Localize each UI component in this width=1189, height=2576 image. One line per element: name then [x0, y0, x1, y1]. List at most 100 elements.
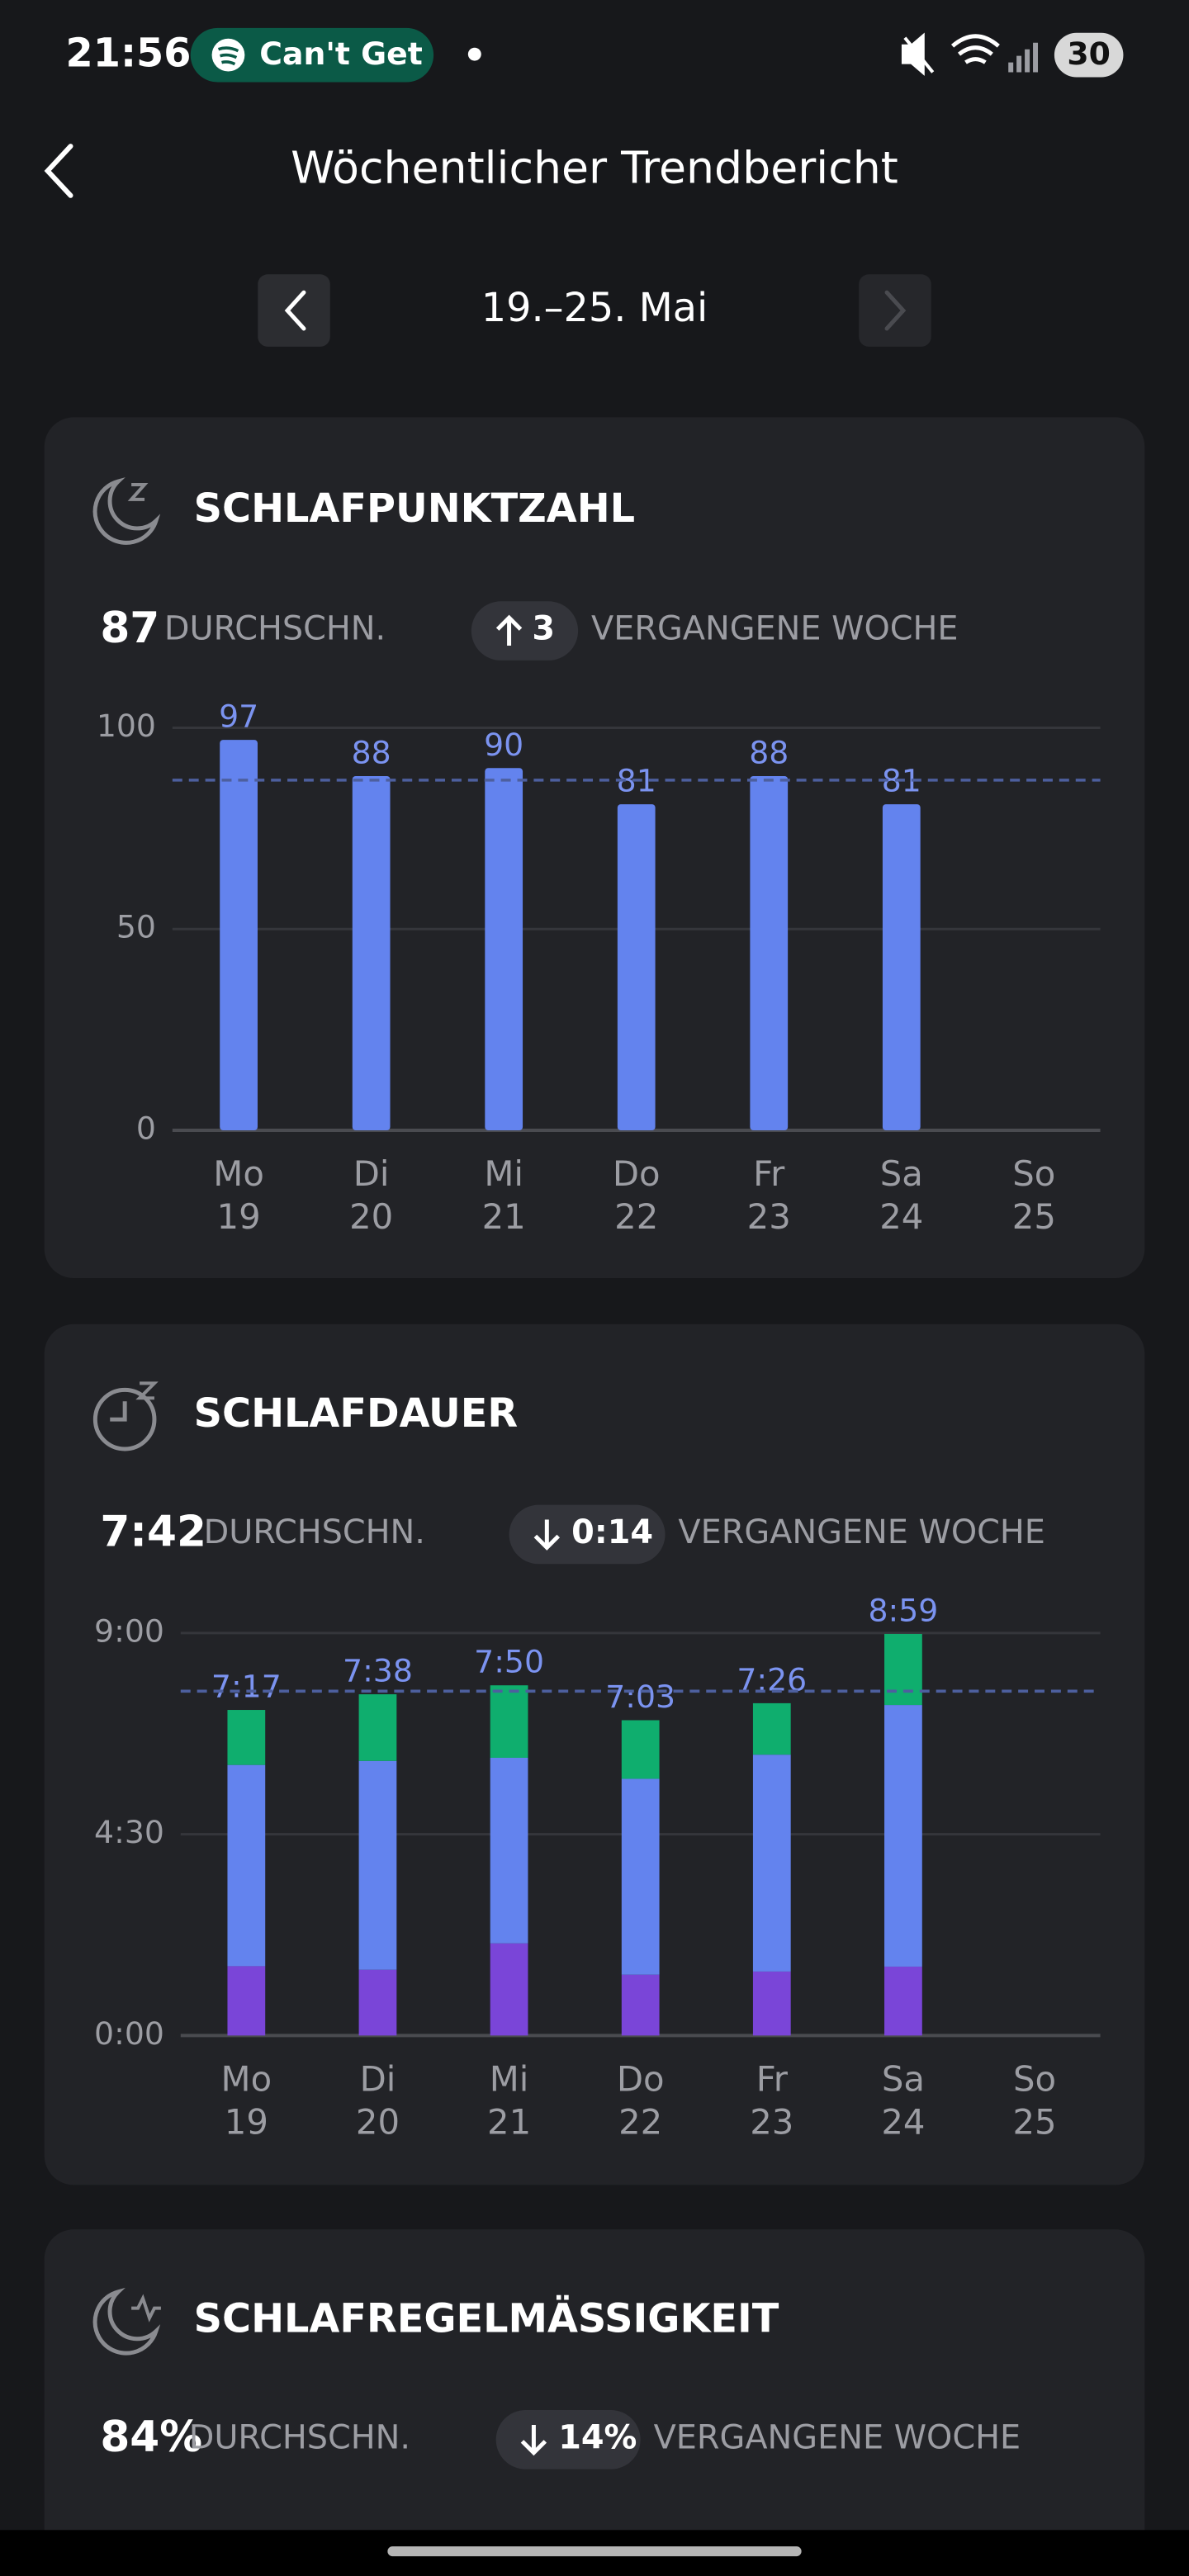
average-value: 7:42 — [100, 1507, 206, 1556]
sleep-score-card — [44, 417, 1145, 1279]
average-caption: DURCHSCHN. — [164, 610, 386, 648]
up-arrow — [495, 614, 523, 646]
next-week-button[interactable] — [859, 274, 931, 347]
bar-segment — [621, 1778, 660, 1975]
data-label: 7:17 — [211, 1668, 282, 1704]
regularity-pulse — [131, 2294, 161, 2323]
regularity-card — [44, 2229, 1145, 2576]
week-label: 19.–25. Mai — [481, 286, 708, 331]
back-button[interactable] — [44, 144, 73, 198]
average-caption: DURCHSCHN. — [189, 2418, 410, 2456]
down-arrow — [533, 1519, 561, 1551]
bar-segment — [227, 1764, 266, 1967]
y-tick-label: 4:30 — [94, 1814, 164, 1850]
change-value: 3 — [532, 610, 555, 648]
bar — [352, 775, 391, 1130]
x-tick-day: 19 — [217, 1196, 261, 1237]
x-tick-label: Mi — [490, 2059, 529, 2100]
data-label: 7:38 — [343, 1653, 413, 1689]
bar — [882, 804, 921, 1130]
card-title: SCHLAFDAUER — [194, 1391, 518, 1437]
x-tick-day: 20 — [349, 1196, 393, 1237]
x-tick-day: 25 — [1012, 2101, 1056, 2142]
bar — [750, 775, 789, 1130]
x-tick-label: Fr — [756, 2059, 789, 2100]
bar-segment — [752, 1754, 791, 1972]
x-tick-label: Mi — [484, 1153, 523, 1194]
signal-icon — [1008, 42, 1039, 73]
change-caption: VERGANGENE WOCHE — [654, 2418, 1021, 2456]
prev-chevron — [284, 290, 306, 331]
bar-segment — [358, 1694, 397, 1761]
bar — [485, 768, 523, 1130]
clock-hands — [110, 1401, 127, 1422]
sleep-score-icon — [92, 479, 159, 545]
wifi-icon — [950, 34, 1000, 64]
spotify-icon-lines — [217, 46, 239, 66]
bar — [617, 804, 656, 1130]
bar-segment — [227, 1966, 266, 2036]
regularity-icon — [92, 2290, 159, 2356]
x-tick-day: 23 — [747, 1196, 791, 1237]
y-tick-label: 0 — [136, 1110, 156, 1146]
bar-segment — [884, 1633, 922, 1706]
bar-segment — [490, 1943, 528, 2036]
card-title: SCHLAFREGELMÄSSIGKEIT — [194, 2295, 779, 2342]
x-tick-label: Mo — [221, 2059, 272, 2100]
x-tick-day: 21 — [487, 2101, 531, 2142]
bar-segment — [621, 1720, 660, 1779]
x-tick-day: 22 — [614, 1196, 658, 1237]
data-label: 88 — [749, 735, 789, 771]
data-label: 97 — [219, 698, 258, 735]
bar-segment — [621, 1974, 660, 2036]
change-caption: VERGANGENE WOCHE — [591, 610, 958, 648]
battery-level: 30 — [1067, 36, 1111, 72]
home-indicator[interactable] — [387, 2546, 802, 2557]
notification-dot — [467, 47, 481, 61]
x-tick-label: Fr — [753, 1153, 785, 1194]
sleep-score-icon-z — [127, 483, 149, 501]
y-tick-label: 50 — [116, 909, 156, 945]
bar-segment — [358, 1760, 397, 1970]
x-tick-day: 19 — [225, 2101, 268, 2142]
x-tick-label: So — [1012, 1153, 1055, 1194]
bar — [220, 740, 258, 1130]
bar-segment — [752, 1971, 791, 2036]
down-arrow — [520, 2424, 547, 2456]
bar-segment — [227, 1710, 266, 1765]
x-tick-label: Sa — [882, 2059, 925, 2100]
change-pill — [471, 601, 579, 661]
x-tick-day: 23 — [750, 2101, 793, 2142]
x-tick-day: 22 — [618, 2101, 662, 2142]
change-caption: VERGANGENE WOCHE — [678, 1513, 1045, 1551]
y-tick-label: 100 — [97, 708, 156, 744]
battery — [1054, 32, 1124, 78]
prev-week-button[interactable] — [258, 274, 330, 347]
mute-icon — [901, 32, 935, 76]
card-title: SCHLAFPUNKTZAHL — [194, 486, 635, 532]
x-tick-day: 21 — [482, 1196, 526, 1237]
x-tick-label: Mo — [213, 1153, 264, 1194]
x-tick-label: Do — [613, 1153, 661, 1194]
y-tick-label: 0:00 — [94, 2015, 164, 2052]
x-tick-label: Di — [353, 1153, 390, 1194]
average-caption: DURCHSCHN. — [204, 1513, 425, 1551]
next-chevron — [884, 290, 907, 331]
data-label: 7:03 — [605, 1679, 675, 1715]
x-tick-label: Do — [617, 2059, 665, 2100]
page-title: Wöchentlicher Trendbericht — [291, 142, 898, 194]
bar-segment — [358, 1969, 397, 2036]
data-label: 7:50 — [474, 1644, 544, 1680]
media-pill[interactable] — [190, 27, 434, 83]
bar-segment — [884, 1705, 922, 1967]
data-label: 88 — [352, 735, 391, 771]
status-time: 21:56 — [66, 31, 192, 77]
x-tick-day: 24 — [881, 2101, 925, 2142]
average-value: 84% — [100, 2413, 202, 2462]
bar-segment — [490, 1685, 528, 1758]
y-tick-label: 9:00 — [94, 1612, 164, 1649]
data-label: 8:59 — [869, 1592, 939, 1628]
sleep-duration-card — [44, 1324, 1145, 2185]
